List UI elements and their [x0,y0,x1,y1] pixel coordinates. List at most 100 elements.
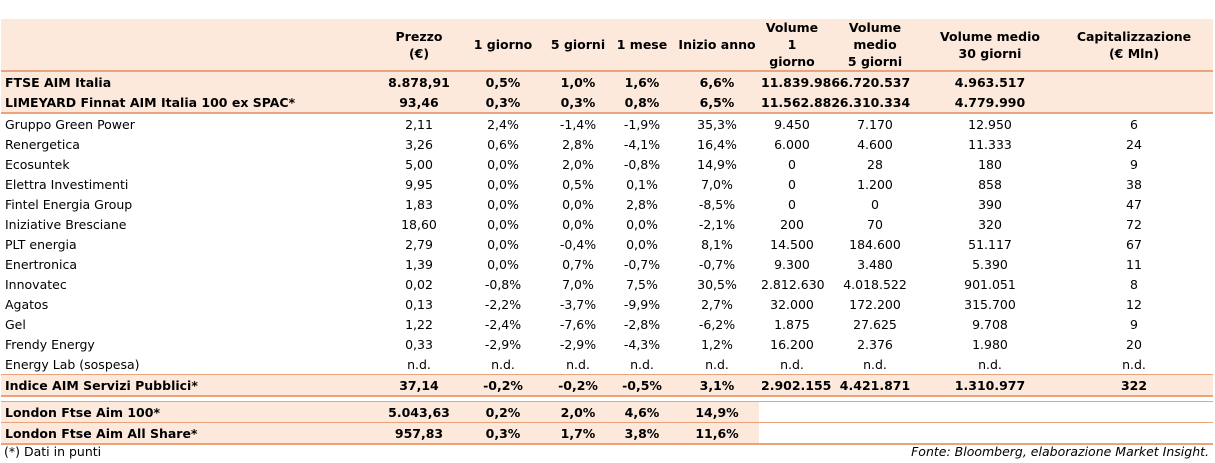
table-row: Enertronica 1,39 0,0% 0,7% -0,7% -0,7% 9.300 3.… [1,254,1213,274]
cell-5-giorni: 1,0% [547,70,609,92]
cell-capitalizzazione: 12 [1126,296,1142,312]
cell-prezzo: 957,83 [379,422,459,445]
cell-1-mese: -4,3% [623,336,661,352]
cell-volume-medio-30-giorni: 9.708 [972,316,1008,332]
cell-volume-medio-30-giorni: 1.310.977 [925,374,1055,397]
cell-capitalizzazione: 9 [1130,156,1138,172]
cell-volume-1-giorno: 2.812.630 [761,276,825,292]
cell-capitalizzazione [1055,92,1213,114]
cell-5-giorni: 2,0% [547,401,609,423]
header-label: Volume medio [940,28,1040,44]
index-row: FTSE AIM Italia 8.878,91 0,5% 1,0% 1,6% 6,6% 1… [1,70,1213,92]
cell-1-mese: 2,8% [626,196,658,212]
cell-volume-medio-5-giorni: 70 [867,216,883,232]
cell-1-giorno: 0,3% [459,92,547,114]
index-row: LIMEYARD Finnat AIM Italia 100 ex SPAC* 9… [1,92,1213,114]
header-label: Capitalizzazione [1076,28,1192,44]
header-1-mese: 1 mese [609,19,675,72]
cell-name: Fintel Energia Group [5,196,133,212]
cell-name: Ecosuntek [5,156,70,172]
cell-name: Frendy Energy [5,336,95,352]
cell-volume-medio-30-giorni [925,401,1055,423]
cell-capitalizzazione [1055,401,1213,423]
cell-5-giorni: 1,7% [547,422,609,445]
cell-inizio-anno: n.d. [705,356,729,372]
header-label: Volume 1 [765,20,819,52]
sector-index-row: Indice AIM Servizi Pubblici* 37,14 -0,2% -0… [1,374,1213,397]
london-index-row: London Ftse Aim All Share* 957,83 0,3% 1,7%… [1,422,1213,445]
cell-volume-medio-5-giorni: 4.421.871 [825,374,925,397]
cell-prezzo: 5.043,63 [379,401,459,423]
cell-prezzo: 5,00 [405,156,433,172]
cell-name: Innovatec [5,276,67,292]
cell-5-giorni: 0,0% [562,216,594,232]
cell-volume-medio-30-giorni: 390 [978,196,1002,212]
cell-capitalizzazione: 24 [1126,136,1142,152]
cell-volume-1-giorno: 200 [780,216,804,232]
cell-capitalizzazione: 322 [1055,374,1213,397]
cell-volume-1-giorno: 11.562.882 [759,92,840,114]
table-row: Renergetica 3,26 0,6% 2,8% -4,1% 16,4% 6.000 4.… [1,134,1213,154]
cell-5-giorni: -3,7% [559,296,597,312]
cell-5-giorni: 0,3% [547,92,609,114]
cell-name: London Ftse Aim All Share* [1,422,379,445]
cell-volume-medio-30-giorni: 5.390 [972,256,1008,272]
cell-1-giorno: 0,6% [487,136,519,152]
cell-volume-medio-30-giorni: 4.963.517 [925,70,1055,92]
cell-name: Renergetica [5,136,80,152]
cell-1-giorno: -0,8% [484,276,522,292]
cell-volume-medio-5-giorni: 172.200 [849,296,901,312]
header-label: Inizio anno [678,37,756,52]
cell-volume-1-giorno: 1.875 [774,316,810,332]
cell-volume-medio-30-giorni: 180 [978,156,1002,172]
cell-name: Elettra Investimenti [5,176,129,192]
cell-volume-medio-30-giorni: 320 [978,216,1002,232]
cell-inizio-anno: -2,1% [698,216,736,232]
cell-prezzo: 0,02 [405,276,433,292]
cell-prezzo: n.d. [407,356,431,372]
cell-prezzo: 37,14 [379,374,459,397]
cell-volume-medio-30-giorni: 901.051 [964,276,1016,292]
cell-volume-medio-5-giorni: n.d. [863,356,887,372]
cell-name: Gruppo Green Power [5,116,135,132]
cell-volume-1-giorno: 2.902.155 [759,374,831,397]
cell-volume-1-giorno: 11.839.986 [759,70,840,92]
cell-volume-medio-5-giorni: 6.720.537 [825,70,925,92]
cell-prezzo: 2,79 [405,236,433,252]
cell-inizio-anno: 35,3% [697,116,737,132]
cell-inizio-anno: 7,0% [701,176,733,192]
cell-volume-medio-5-giorni: 6.310.334 [825,92,925,114]
cell-volume-1-giorno: 14.500 [770,236,814,252]
cell-1-mese: -0,7% [623,256,661,272]
cell-volume-1-giorno: 0 [788,196,796,212]
header-prezzo: Prezzo (€) [379,19,459,72]
cell-capitalizzazione: 9 [1130,316,1138,332]
cell-1-mese: 4,6% [609,401,675,423]
cell-volume-1-giorno [759,401,825,423]
cell-capitalizzazione: n.d. [1122,356,1146,372]
cell-1-giorno: -2,9% [484,336,522,352]
cell-volume-1-giorno: n.d. [780,356,804,372]
header-capitalizzazione: Capitalizzazione (€ Mln) [1055,19,1213,72]
cell-volume-medio-5-giorni [825,422,925,445]
header-sublabel: (€ Mln) [1108,45,1160,61]
cell-volume-1-giorno: 6.000 [774,136,810,152]
cell-volume-medio-30-giorni: 11.333 [968,136,1012,152]
cell-name: Enertronica [5,256,77,272]
cell-prezzo: 0,13 [405,296,433,312]
cell-volume-1-giorno: 32.000 [770,296,814,312]
cell-inizio-anno: -6,2% [698,316,736,332]
cell-capitalizzazione: 38 [1126,176,1142,192]
cell-1-giorno: 0,0% [487,236,519,252]
cell-volume-1-giorno: 0 [788,156,796,172]
cell-volume-1-giorno: 9.450 [774,116,810,132]
cell-name: Iniziative Bresciane [5,216,127,232]
cell-5-giorni: 2,0% [562,156,594,172]
cell-prezzo: 93,46 [379,92,459,114]
header-label: Volume medio [848,20,902,52]
cell-1-giorno: 0,0% [487,196,519,212]
cell-prezzo: 1,39 [405,256,433,272]
cell-1-mese: n.d. [630,356,654,372]
cell-name: Gel [5,316,26,332]
source-note: Fonte: Bloomberg, elaborazione Market In… [911,444,1209,459]
